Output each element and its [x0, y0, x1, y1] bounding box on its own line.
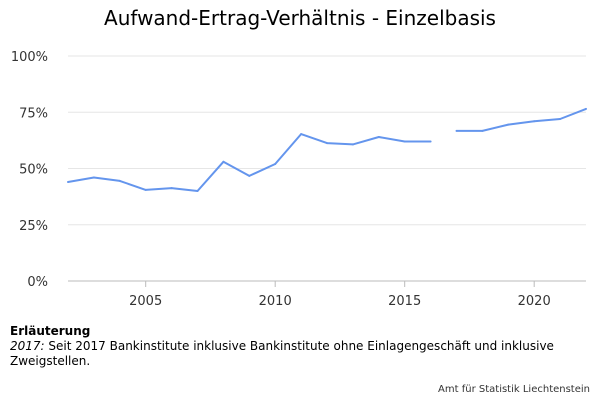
data-point[interactable]	[170, 187, 173, 190]
data-point[interactable]	[377, 136, 380, 138]
data-point[interactable]	[455, 129, 458, 132]
data-point[interactable]	[118, 179, 121, 182]
explanation-note: Erläuterung 2017: Seit 2017 Bankinstitut…	[10, 324, 570, 369]
note-text: Seit 2017 Bankinstitute inklusive Bankin…	[10, 339, 554, 368]
note-year: 2017:	[10, 339, 45, 353]
x-tick-label: 2020	[518, 294, 551, 309]
line-chart: 0% 25% 50% 75% 100% 2005 2010 2015 2020	[11, 50, 587, 309]
data-point[interactable]	[196, 190, 199, 192]
series-line-segment	[456, 107, 587, 132]
data-point[interactable]	[300, 133, 303, 136]
y-tick-label: 75%	[19, 106, 48, 121]
data-point[interactable]	[507, 123, 510, 126]
y-tick-label: 50%	[19, 163, 48, 178]
data-point[interactable]	[481, 129, 484, 132]
data-point[interactable]	[92, 176, 95, 179]
series-line-segment	[67, 133, 431, 192]
x-tick-label: 2010	[259, 294, 292, 309]
data-point[interactable]	[144, 188, 147, 191]
data-point[interactable]	[326, 142, 328, 145]
data-point[interactable]	[274, 163, 277, 165]
x-tick-label: 2005	[129, 294, 162, 309]
y-tick-labels: 0% 25% 50% 75% 100%	[11, 50, 48, 290]
x-tick-label: 2015	[388, 294, 421, 309]
chart-title: Aufwand-Ertrag-Verhältnis - Einzelbasis	[104, 6, 496, 30]
note-title: Erläuterung	[10, 324, 91, 338]
y-tick-label: 100%	[11, 50, 48, 65]
data-point[interactable]	[429, 140, 432, 143]
note-body: 2017: Seit 2017 Bankinstitute inklusive …	[10, 339, 570, 369]
y-tick-label: 25%	[19, 219, 48, 234]
data-point[interactable]	[585, 107, 587, 110]
data-point[interactable]	[248, 174, 251, 177]
x-tick-labels: 2005 2010 2015 2020	[129, 294, 551, 309]
data-point[interactable]	[533, 120, 536, 123]
grid-lines	[68, 55, 586, 287]
source-credit: Amt für Statistik Liechtenstein	[438, 384, 590, 395]
data-point[interactable]	[351, 143, 354, 146]
data-point[interactable]	[403, 140, 406, 143]
data-point[interactable]	[67, 181, 69, 183]
y-tick-label: 0%	[27, 275, 48, 290]
series-lines	[67, 107, 587, 192]
data-point[interactable]	[222, 160, 225, 163]
data-point[interactable]	[559, 118, 562, 120]
